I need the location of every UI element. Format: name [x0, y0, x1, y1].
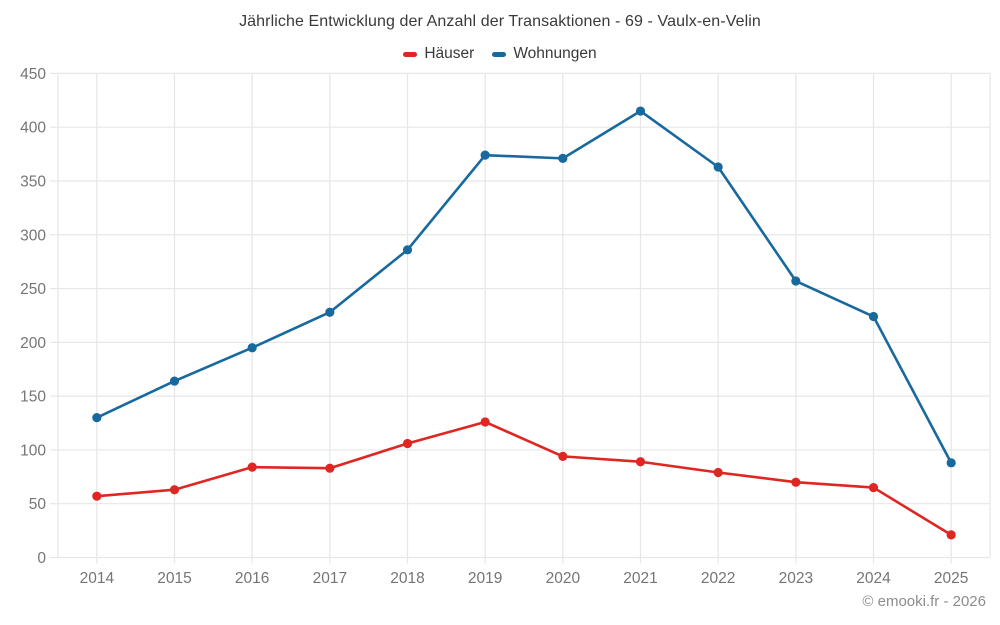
data-point-wohnungen-2020[interactable] [558, 153, 568, 163]
data-point-wohnungen-2024[interactable] [868, 311, 879, 322]
data-point-häuser-2019[interactable] [480, 417, 490, 427]
legend-item-wohnungen[interactable]: Wohnungen [492, 45, 597, 63]
x-axis-label: 2017 [313, 570, 347, 587]
x-axis-label: 2023 [779, 570, 813, 587]
data-point-wohnungen-2023[interactable] [791, 276, 801, 286]
y-axis-label: 150 [20, 389, 46, 406]
y-axis-label: 450 [20, 66, 46, 83]
data-point-wohnungen-2017[interactable] [325, 307, 335, 317]
data-point-häuser-2016[interactable] [247, 462, 257, 472]
x-axis-label: 2021 [623, 570, 657, 587]
series-line-häuser [95, 420, 953, 537]
legend-swatch-haeuser [403, 51, 418, 57]
x-axis-label: 2022 [701, 570, 735, 587]
legend-label-wohnungen: Wohnungen [513, 45, 597, 62]
y-axis-label: 0 [37, 550, 46, 567]
y-axis-label: 350 [20, 173, 46, 190]
legend-swatch-wohnungen [492, 51, 507, 57]
data-point-häuser-2018[interactable] [402, 438, 413, 449]
data-point-häuser-2024[interactable] [868, 482, 879, 493]
data-point-wohnungen-2019[interactable] [480, 150, 490, 160]
data-point-häuser-2020[interactable] [558, 451, 568, 461]
x-axis-label: 2015 [157, 570, 191, 587]
legend-item-haeuser[interactable]: Häuser [403, 45, 474, 63]
y-axis-label: 400 [20, 120, 46, 137]
data-point-wohnungen-2022[interactable] [713, 162, 723, 172]
data-point-häuser-2015[interactable] [169, 485, 180, 495]
data-point-häuser-2025[interactable] [946, 530, 956, 540]
data-point-wohnungen-2016[interactable] [247, 343, 257, 353]
data-point-häuser-2014[interactable] [92, 491, 102, 501]
y-axis-label: 200 [20, 335, 46, 352]
x-axis-label: 2014 [80, 570, 115, 587]
copyright-watermark: © emooki.fr - 2026 [862, 593, 986, 610]
y-axis-label: 250 [20, 281, 46, 298]
legend-label-haeuser: Häuser [424, 45, 475, 62]
x-axis-label: 2016 [235, 570, 269, 587]
data-point-wohnungen-2015[interactable] [169, 376, 180, 386]
y-axis-label: 100 [20, 442, 46, 459]
data-point-wohnungen-2018[interactable] [402, 245, 413, 255]
chart-title: Jährliche Entwicklung der Anzahl der Tra… [239, 13, 761, 30]
data-point-wohnungen-2021[interactable] [635, 106, 646, 116]
data-point-wohnungen-2025[interactable] [946, 458, 956, 468]
x-axis-label: 2019 [468, 570, 502, 587]
y-axis-label: 300 [20, 227, 46, 244]
x-axis-label: 2024 [856, 570, 891, 587]
data-point-häuser-2021[interactable] [635, 457, 646, 467]
data-point-wohnungen-2014[interactable] [92, 413, 102, 423]
x-axis-label: 2025 [934, 570, 968, 587]
y-axis-label: 50 [29, 496, 47, 513]
data-point-häuser-2022[interactable] [713, 467, 723, 478]
data-point-häuser-2023[interactable] [791, 477, 801, 487]
x-axis-label: 2018 [390, 570, 424, 587]
series-line-wohnungen [95, 109, 953, 465]
data-point-häuser-2017[interactable] [325, 463, 335, 473]
chart-legend: Häuser Wohnungen [0, 45, 1000, 63]
x-axis-label: 2020 [546, 570, 581, 587]
